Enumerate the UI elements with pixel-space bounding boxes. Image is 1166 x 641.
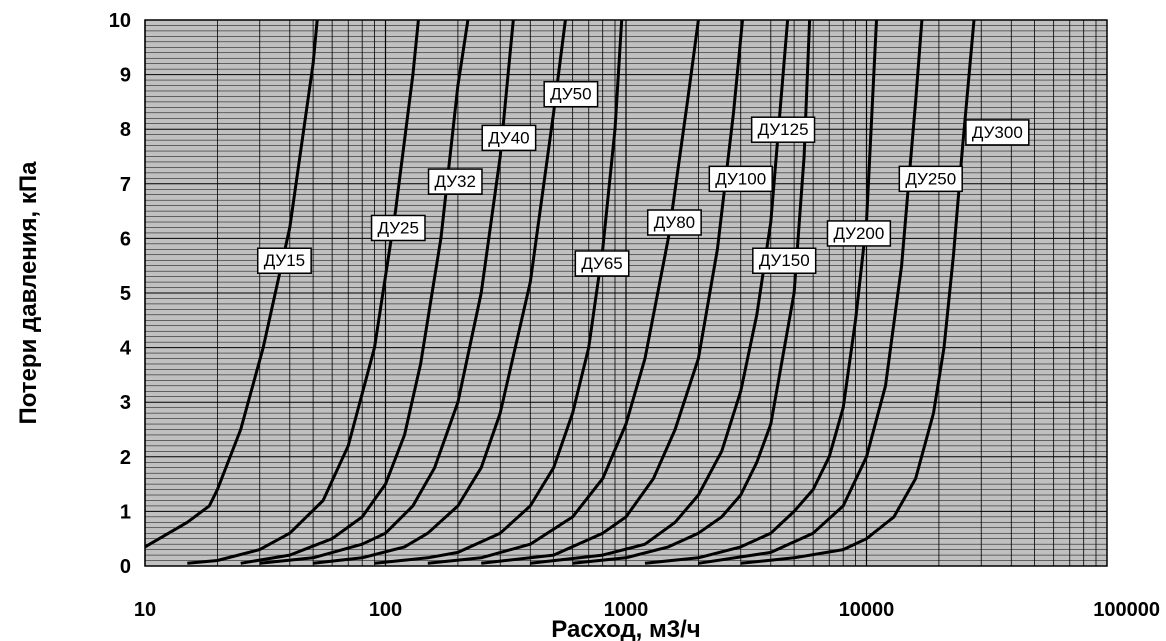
y-axis-title: Потери давления, кПа bbox=[15, 161, 42, 425]
y-tick-label: 2 bbox=[120, 447, 131, 469]
series-label-text: ДУ32 bbox=[435, 172, 476, 191]
series-line bbox=[740, 19, 976, 565]
series-line bbox=[374, 19, 624, 565]
series-label-box bbox=[898, 165, 963, 193]
x-tick-label: 100 bbox=[369, 599, 402, 621]
x-tick-label: 10000 bbox=[839, 599, 895, 621]
grid bbox=[144, 19, 1107, 567]
x-tick-label: 100000 bbox=[1093, 599, 1160, 621]
y-tick-label: 8 bbox=[120, 119, 131, 141]
x-axis-title: Расход, м3/ч bbox=[551, 616, 700, 641]
series-label-box bbox=[752, 247, 817, 274]
series-label-box bbox=[646, 209, 702, 236]
plot-border bbox=[144, 19, 1108, 567]
series-line bbox=[187, 19, 420, 565]
series-label-box bbox=[256, 247, 312, 274]
series-line bbox=[427, 19, 700, 565]
series-label-box bbox=[543, 80, 599, 108]
series-label-text: ДУ200 bbox=[833, 224, 884, 243]
series-label-text: ДУ40 bbox=[488, 128, 529, 147]
y-tick-label: 10 bbox=[109, 10, 131, 32]
y-tick-label: 5 bbox=[120, 283, 131, 305]
series-label-box bbox=[965, 119, 1030, 146]
series-label-box bbox=[750, 116, 816, 143]
series-label: ДУ300 bbox=[965, 119, 1030, 146]
series-label: ДУ150 bbox=[752, 247, 817, 274]
series-label: ДУ250 bbox=[898, 165, 963, 193]
series-label: ДУ32 bbox=[427, 168, 483, 195]
series-line bbox=[312, 19, 567, 565]
series-label: ДУ200 bbox=[826, 220, 892, 247]
y-tick-label: 0 bbox=[120, 556, 131, 578]
y-tick-label: 7 bbox=[120, 174, 131, 196]
series-label-box bbox=[481, 124, 537, 152]
y-tick-label: 9 bbox=[120, 65, 131, 87]
series-label-text: ДУ300 bbox=[972, 123, 1023, 142]
series-labels: ДУ15 ДУ25 ДУ32 ДУ40 ДУ50 ДУ65 ДУ80 ДУ100 ДУ125 ДУ… bbox=[256, 80, 1030, 277]
series-label-box bbox=[708, 165, 773, 193]
x-tick-label: 1000 bbox=[604, 599, 649, 621]
series-label: ДУ125 bbox=[750, 116, 816, 143]
x-tick-label: 10 bbox=[134, 599, 156, 621]
series-label: ДУ65 bbox=[574, 250, 630, 277]
series-label-box bbox=[574, 250, 630, 277]
series-label-text: ДУ50 bbox=[550, 85, 591, 104]
series-label: ДУ40 bbox=[481, 124, 537, 152]
series-label: ДУ80 bbox=[646, 209, 702, 236]
series-line bbox=[240, 19, 470, 565]
series-label-box bbox=[826, 220, 892, 247]
series-line bbox=[644, 19, 878, 565]
series-label-text: ДУ25 bbox=[378, 218, 419, 237]
series-label-text: ДУ15 bbox=[264, 251, 305, 270]
series-line bbox=[698, 19, 924, 565]
series-label-box bbox=[370, 214, 426, 242]
y-tick-label: 1 bbox=[120, 501, 131, 523]
series-label-text: ДУ65 bbox=[581, 254, 622, 273]
series-label-text: ДУ80 bbox=[654, 213, 695, 232]
series-label-box bbox=[427, 168, 483, 195]
series-label: ДУ100 bbox=[708, 165, 773, 193]
series-label-text: ДУ250 bbox=[905, 169, 956, 188]
x-tick-labels: 10 100 1000 10000 100000 bbox=[134, 599, 1160, 621]
series-label: ДУ50 bbox=[543, 80, 599, 108]
series-line bbox=[144, 19, 319, 549]
series-label: ДУ25 bbox=[370, 214, 426, 242]
y-tick-label: 3 bbox=[120, 392, 131, 414]
series-label-text: ДУ125 bbox=[758, 120, 809, 139]
series-label-text: ДУ100 bbox=[715, 169, 766, 188]
y-tick-label: 6 bbox=[120, 228, 131, 250]
y-tick-label: 4 bbox=[120, 338, 132, 360]
series-label-text: ДУ150 bbox=[759, 251, 810, 270]
series-label: ДУ15 bbox=[256, 247, 312, 274]
y-tick-labels: 0 1 2 3 4 5 6 7 8 9 10 bbox=[109, 10, 132, 578]
series-line bbox=[259, 19, 515, 565]
